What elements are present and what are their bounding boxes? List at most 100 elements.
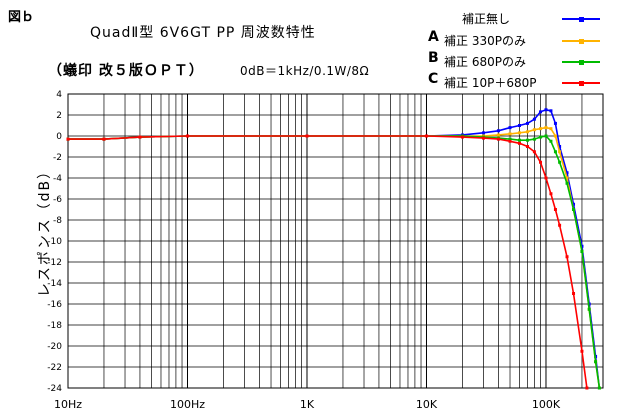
data-point bbox=[544, 126, 548, 130]
data-point bbox=[517, 124, 521, 127]
data-point bbox=[517, 138, 521, 142]
data-point bbox=[558, 160, 562, 164]
data-point bbox=[597, 386, 601, 390]
data-point bbox=[496, 129, 500, 133]
data-point bbox=[138, 135, 142, 139]
legend-mark: A bbox=[428, 29, 439, 45]
data-point bbox=[102, 137, 106, 141]
data-point bbox=[539, 110, 543, 114]
chart-subtitle: （蟻印 改５版ＯＰＴ） bbox=[48, 63, 204, 79]
data-point bbox=[585, 386, 589, 390]
data-point bbox=[532, 150, 536, 154]
data-point bbox=[66, 137, 70, 141]
data-point bbox=[565, 176, 569, 180]
y-tick-label: -2 bbox=[53, 153, 62, 163]
data-point bbox=[525, 130, 529, 134]
legend-label: 補正 10P＋680P bbox=[444, 76, 537, 90]
x-tick-label: 10K bbox=[416, 398, 438, 411]
legend-marker bbox=[579, 59, 584, 65]
data-point bbox=[572, 208, 576, 211]
data-point bbox=[580, 250, 584, 253]
x-tick-label: 100Hz bbox=[170, 398, 205, 411]
data-point bbox=[305, 134, 309, 138]
x-tick-label: 10Hz bbox=[54, 398, 82, 411]
data-point bbox=[532, 128, 536, 132]
data-point bbox=[544, 108, 548, 112]
y-tick-label: 0 bbox=[56, 132, 62, 142]
y-tick-label: -6 bbox=[53, 195, 62, 205]
y-tick-label: -12 bbox=[47, 258, 62, 268]
reference-condition: 0dB＝1kHz/0.1W/8Ω bbox=[240, 64, 370, 78]
data-point bbox=[572, 292, 576, 295]
data-point bbox=[558, 150, 562, 154]
data-point bbox=[496, 137, 500, 141]
data-point bbox=[565, 255, 569, 259]
data-point bbox=[565, 181, 569, 185]
data-point bbox=[525, 138, 529, 142]
data-point bbox=[508, 137, 512, 141]
legend-mark: B bbox=[428, 50, 439, 66]
legend-label: 補正無し bbox=[462, 12, 511, 26]
data-point bbox=[544, 176, 548, 180]
data-point bbox=[553, 121, 557, 125]
figure-label: 図ｂ bbox=[8, 10, 35, 25]
data-point bbox=[587, 307, 591, 311]
data-point bbox=[558, 223, 562, 227]
data-point bbox=[525, 145, 529, 148]
data-point bbox=[549, 139, 553, 143]
data-point bbox=[553, 150, 557, 154]
data-point bbox=[424, 134, 428, 138]
data-point bbox=[532, 117, 536, 121]
data-point bbox=[580, 244, 584, 248]
y-tick-label: 2 bbox=[56, 111, 62, 121]
data-point bbox=[460, 135, 464, 139]
y-tick-label: -4 bbox=[53, 174, 62, 184]
data-point bbox=[572, 202, 576, 206]
y-tick-label: -10 bbox=[47, 237, 62, 247]
data-point bbox=[508, 132, 512, 136]
data-point bbox=[549, 109, 553, 113]
legend-marker bbox=[579, 38, 584, 44]
data-point bbox=[185, 134, 189, 138]
data-point bbox=[508, 139, 512, 143]
data-point bbox=[539, 160, 543, 164]
data-point bbox=[517, 141, 521, 145]
data-point bbox=[539, 127, 543, 131]
data-point bbox=[565, 171, 569, 175]
data-point bbox=[580, 349, 584, 353]
data-point bbox=[496, 133, 500, 137]
data-point bbox=[544, 134, 548, 138]
y-tick-label: -14 bbox=[47, 279, 62, 289]
data-point bbox=[482, 136, 486, 140]
data-point bbox=[517, 131, 521, 135]
legend-marker bbox=[579, 80, 584, 86]
data-point bbox=[553, 134, 557, 138]
x-tick-label: 1K bbox=[300, 398, 315, 411]
legend-label: 補正 680Pのみ bbox=[444, 55, 526, 69]
data-point bbox=[558, 145, 562, 148]
data-point bbox=[549, 127, 553, 131]
y-tick-label: -16 bbox=[47, 300, 62, 310]
legend-label: 補正 330Pのみ bbox=[444, 34, 526, 48]
y-tick-label: -20 bbox=[47, 342, 62, 352]
y-tick-label: -8 bbox=[53, 216, 62, 226]
y-tick-label: -22 bbox=[47, 363, 62, 373]
series-line bbox=[68, 135, 588, 389]
chart-title: QuadⅡ型 6V6GT PP 周波数特性 bbox=[90, 25, 316, 41]
y-tick-label: -24 bbox=[47, 384, 62, 394]
data-point bbox=[549, 192, 553, 196]
y-tick-label: 4 bbox=[56, 90, 62, 100]
y-tick-label: -18 bbox=[47, 321, 62, 331]
data-point bbox=[508, 126, 512, 130]
data-point bbox=[594, 360, 598, 364]
legend-marker bbox=[579, 16, 584, 22]
data-point bbox=[532, 137, 536, 141]
data-point bbox=[553, 208, 557, 211]
data-point bbox=[482, 131, 486, 135]
data-point bbox=[539, 135, 543, 139]
x-tick-label: 100K bbox=[532, 398, 561, 411]
legend-mark: C bbox=[428, 71, 439, 87]
data-point bbox=[525, 121, 529, 125]
plot-frame bbox=[67, 93, 604, 389]
